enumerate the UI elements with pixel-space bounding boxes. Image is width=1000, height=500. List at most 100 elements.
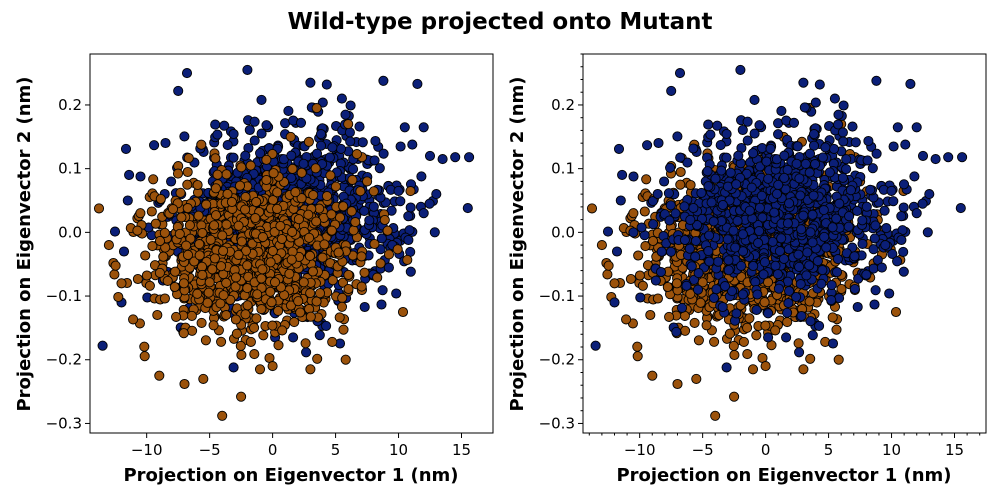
wild_type-point <box>217 410 228 421</box>
mutant-point <box>857 238 868 249</box>
mutant-point <box>849 251 860 262</box>
mutant-point <box>801 270 812 281</box>
mutant-point <box>870 285 881 296</box>
wild_type-point <box>251 196 262 208</box>
mutant-point <box>761 156 772 167</box>
mutant-point <box>788 117 800 128</box>
mutant-point <box>642 140 653 151</box>
mutant-point <box>767 236 778 247</box>
wild_type-point <box>116 278 127 289</box>
mutant-point <box>690 251 701 262</box>
wild_type-point <box>300 338 311 349</box>
mutant-point <box>655 266 667 278</box>
wild_type-point <box>368 186 379 197</box>
mutant-point <box>753 237 764 249</box>
mutant-point <box>391 288 402 299</box>
x-tick-label: 0 <box>761 441 771 459</box>
mutant-point <box>808 129 820 140</box>
mutant-point <box>765 143 776 154</box>
wild_type-point <box>234 180 246 191</box>
wild_type-point <box>662 281 673 293</box>
mutant-point <box>749 128 760 139</box>
mutant-point <box>711 284 722 295</box>
mutant-point <box>403 234 414 246</box>
wild_type-point <box>154 267 165 278</box>
wild_type-point <box>141 270 152 281</box>
mutant-point <box>821 242 832 253</box>
wild_type-point <box>603 260 614 271</box>
wild_type-point <box>333 247 344 258</box>
mutant-point <box>731 308 742 319</box>
wild_type-point <box>729 349 740 361</box>
mutant-point <box>179 131 190 142</box>
wild_type-point <box>103 240 114 251</box>
wild_type-point <box>290 187 301 198</box>
mutant-point <box>321 79 332 90</box>
mutant-point <box>779 172 790 183</box>
mutant-point <box>686 261 697 272</box>
wild_type-point <box>348 225 359 236</box>
mutant-point <box>685 214 696 225</box>
wild_type-point <box>155 193 166 205</box>
mutant-point <box>861 269 872 280</box>
wild_type-point <box>249 349 260 360</box>
wild_type-point <box>319 239 330 250</box>
wild_type-point <box>178 328 189 339</box>
wild_type-point <box>672 378 683 390</box>
right-y-axis-label: Projection on Eigenvector 2 (nm) <box>507 76 528 411</box>
mutant-point <box>746 182 757 193</box>
wild_type-point <box>751 330 762 341</box>
mutant-point <box>884 288 895 299</box>
wild_type-point <box>93 203 105 214</box>
wild_type-point <box>187 325 198 336</box>
wild_type-point <box>267 361 278 372</box>
wild_type-point <box>379 214 390 226</box>
wild_type-point <box>176 212 187 223</box>
wild_type-point <box>405 186 416 197</box>
mutant-point <box>798 210 809 221</box>
mutant-point <box>827 338 839 349</box>
mutant-point <box>395 196 406 207</box>
wild_type-point <box>158 251 169 262</box>
wild_type-point <box>304 250 316 261</box>
wild_type-point <box>197 227 208 239</box>
mutant-point <box>730 242 741 253</box>
mutant-point <box>808 190 819 201</box>
wild_type-point <box>242 283 253 294</box>
wild_type-point <box>230 272 242 283</box>
wild_type-point <box>210 183 221 194</box>
mutant-point <box>817 152 828 163</box>
wild_type-point <box>632 341 643 352</box>
mutant-point <box>708 292 720 304</box>
wild_type-point <box>167 204 179 215</box>
wild_type-point <box>256 304 267 315</box>
mutant-point <box>684 243 695 254</box>
mutant-point <box>166 176 177 187</box>
mutant-point <box>228 362 239 373</box>
mutant-point <box>800 158 811 169</box>
mutant-point <box>898 202 909 213</box>
right-x-ticks: −10 −5 0 5 10 15 <box>588 433 981 459</box>
wild_type-point <box>372 272 383 283</box>
mutant-point <box>437 154 448 165</box>
wild_type-point <box>338 324 349 335</box>
wild_type-point <box>242 300 253 311</box>
mutant-point <box>819 231 830 242</box>
wild_type-point <box>207 264 218 275</box>
mutant-point <box>810 159 821 170</box>
left-y-ticks: −0.3−0.2−0.10.00.10.2 <box>46 96 90 432</box>
mutant-point <box>405 202 416 213</box>
wild_type-point <box>218 290 229 301</box>
mutant-point <box>676 302 688 313</box>
mutant-point <box>845 185 856 196</box>
mutant-point <box>763 308 774 319</box>
wild_type-point <box>236 391 247 402</box>
wild_type-point <box>210 210 222 221</box>
mutant-point <box>826 280 837 291</box>
mutant-point <box>675 152 686 163</box>
mutant-point <box>393 185 404 196</box>
mutant-point <box>240 150 251 161</box>
x-tick-label: 10 <box>389 441 408 459</box>
mutant-point <box>135 171 146 182</box>
